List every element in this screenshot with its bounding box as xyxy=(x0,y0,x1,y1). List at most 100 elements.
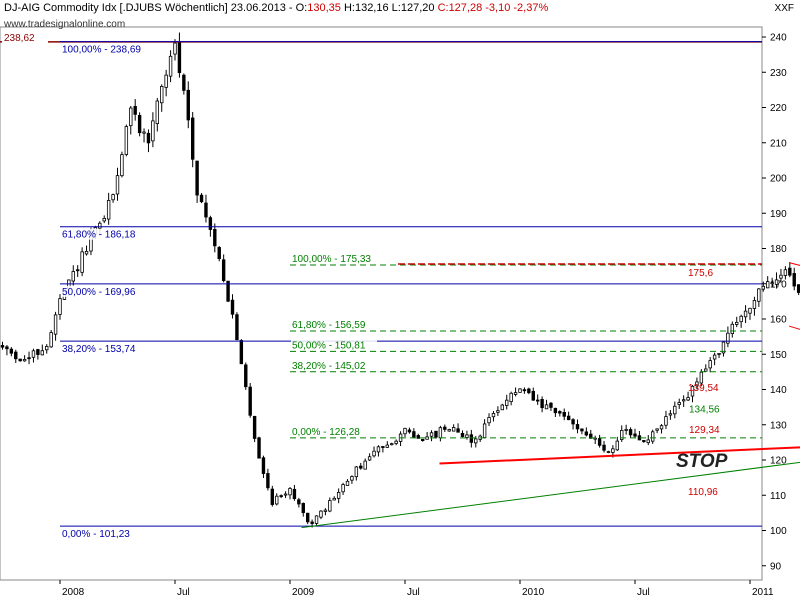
candle xyxy=(49,332,53,348)
y-tick-label: 110 xyxy=(770,491,786,502)
candle xyxy=(624,429,628,431)
candle xyxy=(513,392,518,395)
fib-small-label: 38,20% - 145,02 xyxy=(292,361,366,372)
candle xyxy=(279,495,283,497)
candle xyxy=(792,273,796,287)
candle xyxy=(58,298,62,315)
candle xyxy=(668,413,673,416)
fib-big-label: 100,00% - 238,69 xyxy=(62,45,141,56)
candle xyxy=(633,433,637,437)
header-high: H:132,16 xyxy=(343,2,389,14)
trendline-channel-lower xyxy=(788,325,800,330)
candle xyxy=(213,229,217,247)
candle xyxy=(412,431,416,438)
candle xyxy=(681,399,686,402)
candle xyxy=(115,175,120,195)
candle xyxy=(363,460,367,470)
candle xyxy=(748,307,752,314)
candle xyxy=(186,89,190,121)
candle xyxy=(129,107,133,127)
fib-small-label: 0,00% - 126,28 xyxy=(292,427,360,438)
candle xyxy=(75,269,80,272)
fib-small-label-bg xyxy=(291,252,377,264)
stop-label: STOP xyxy=(676,451,728,472)
candle xyxy=(606,451,611,453)
candle xyxy=(80,251,84,273)
y-tick-label: 100 xyxy=(770,526,787,537)
candle xyxy=(350,476,354,481)
candle xyxy=(757,288,761,302)
candle xyxy=(496,410,500,413)
candle xyxy=(146,132,151,144)
y-tick-label: 180 xyxy=(770,244,787,255)
candle xyxy=(425,436,429,440)
candle xyxy=(611,448,615,453)
candle xyxy=(522,389,527,392)
y-tick-label: 130 xyxy=(770,420,787,431)
y-tick-label: 160 xyxy=(770,315,787,326)
axis-tag: XXF xyxy=(774,3,794,14)
candle xyxy=(783,269,788,276)
candle xyxy=(376,446,381,453)
header-close: C:127,28 -3,10 -2,37% xyxy=(437,2,549,14)
candle xyxy=(36,349,40,355)
candle xyxy=(770,282,774,285)
candle xyxy=(407,429,412,433)
candle xyxy=(695,381,699,387)
candle xyxy=(204,202,208,218)
x-tick-label: 2011 xyxy=(752,587,774,598)
x-tick-label: Jul xyxy=(637,587,650,598)
candle xyxy=(527,388,531,394)
candle xyxy=(642,440,646,443)
candle xyxy=(487,417,491,424)
y-tick-label: 200 xyxy=(770,174,787,185)
channel-lower-label: 110,96 xyxy=(688,487,718,498)
candle xyxy=(690,385,695,397)
y-tick-label: 170 xyxy=(770,279,787,290)
candle xyxy=(628,429,633,436)
candle xyxy=(257,437,261,459)
candle xyxy=(509,392,513,402)
candle xyxy=(704,368,708,372)
top-price-label: 238,62 xyxy=(4,33,35,44)
candle xyxy=(336,492,341,499)
candle xyxy=(717,353,721,355)
candle xyxy=(443,426,447,430)
candle xyxy=(137,114,142,134)
candle xyxy=(230,299,235,315)
fib-small-label-bg xyxy=(291,339,377,351)
candle xyxy=(252,415,257,439)
candle xyxy=(752,300,757,309)
candle xyxy=(208,217,213,230)
candle xyxy=(677,402,681,405)
candle xyxy=(686,397,690,401)
candle xyxy=(40,350,45,356)
candle xyxy=(465,434,469,438)
candle xyxy=(310,521,314,524)
candle xyxy=(438,427,443,439)
candle xyxy=(580,428,584,432)
fib-small-label: 100,00% - 175,33 xyxy=(292,254,371,265)
fib-small-label-bg xyxy=(291,359,377,371)
y-tick-label: 140 xyxy=(770,385,787,396)
candle xyxy=(27,357,31,360)
candle xyxy=(491,413,496,418)
candle xyxy=(434,430,438,438)
x-tick-label: Jul xyxy=(177,587,190,598)
candle xyxy=(102,218,106,222)
fib-small-label: 50,00% - 150,81 xyxy=(292,340,366,351)
candle xyxy=(71,271,75,282)
candle xyxy=(558,411,562,414)
candle xyxy=(288,487,292,496)
source-url: www.tradesignalonline.com xyxy=(4,19,126,30)
candle xyxy=(735,321,739,325)
y-tick-label: 120 xyxy=(770,456,787,467)
candle xyxy=(155,100,160,124)
candle xyxy=(345,480,350,486)
candle xyxy=(739,315,743,323)
trendline-support-red xyxy=(439,446,800,465)
plot-frame xyxy=(0,26,763,581)
candle xyxy=(505,399,509,406)
